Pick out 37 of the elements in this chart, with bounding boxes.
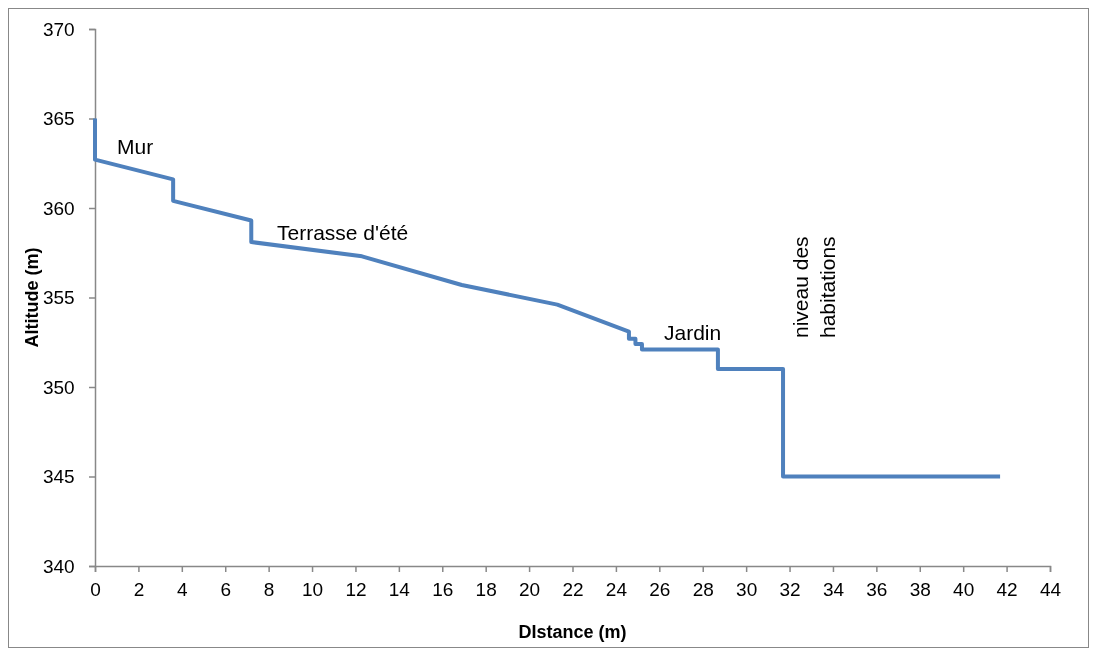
x-tick-label: 2	[133, 578, 145, 600]
x-tick-label: 10	[301, 578, 324, 600]
x-tick-label: 26	[649, 578, 671, 600]
y-tick-label: 340	[42, 555, 75, 577]
annotation: Jardin	[664, 321, 722, 344]
y-tick-label: 350	[42, 376, 75, 398]
x-tick-label: 44	[1039, 578, 1062, 600]
x-tick-label: 0	[90, 578, 101, 600]
x-tick-label: 42	[996, 578, 1018, 600]
x-tick-label: 24	[605, 578, 628, 600]
x-tick-label: 28	[692, 578, 714, 600]
x-tick-label: 22	[562, 578, 584, 600]
x-tick-label: 14	[388, 578, 411, 600]
line-series	[93, 116, 1003, 479]
annotation: Mur	[117, 135, 154, 158]
annotation: Terrasse d'été	[277, 221, 409, 244]
y-tick-label: 355	[42, 287, 75, 309]
x-tick-label: 38	[909, 578, 931, 600]
x-tick-label: 6	[220, 578, 232, 600]
y-tick-label: 365	[42, 108, 75, 130]
y-tick-label: 370	[42, 18, 75, 40]
x-tick-label: 36	[866, 578, 888, 600]
x-tick-label: 4	[177, 578, 189, 600]
y-tick-label: 360	[42, 197, 75, 219]
x-tick-label: 20	[519, 578, 541, 600]
x-axis-title: DIstance (m)	[518, 622, 627, 642]
x-tick-label: 12	[345, 578, 367, 600]
annotation: niveau des habitations	[789, 236, 840, 338]
x-tick-label: 16	[432, 578, 454, 600]
x-tick-label: 8	[263, 578, 275, 600]
x-tick-label: 30	[736, 578, 758, 600]
x-tick-label: 40	[953, 578, 975, 600]
x-tick-label: 34	[822, 578, 845, 600]
y-tick-label: 345	[42, 466, 75, 488]
y-axis-title: Altitude (m)	[22, 247, 42, 348]
x-tick-label: 18	[475, 578, 497, 600]
x-tick-label: 32	[779, 578, 801, 600]
